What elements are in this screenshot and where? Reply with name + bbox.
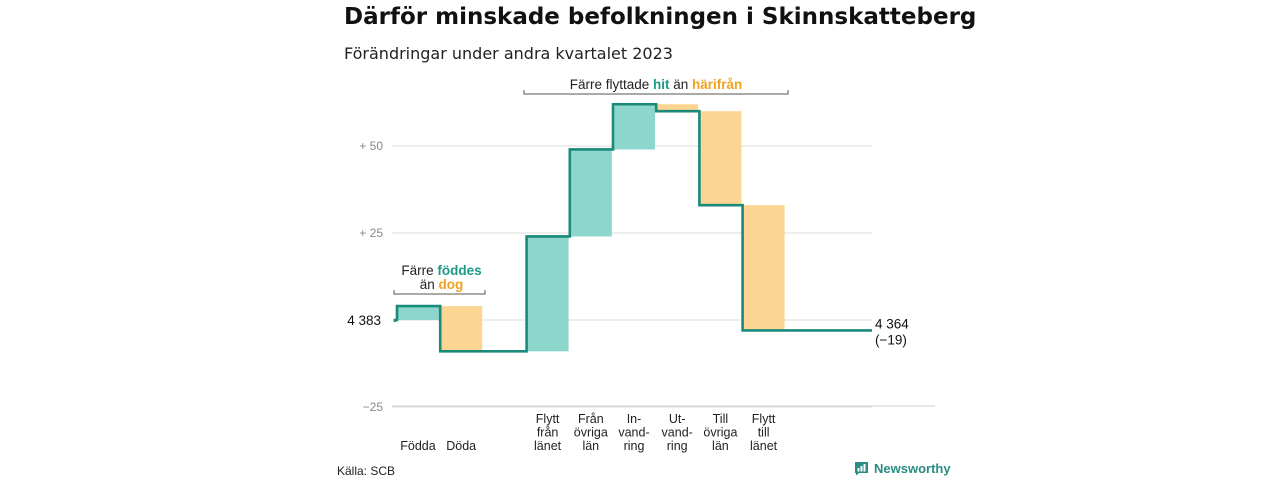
decrease-bar	[440, 306, 483, 352]
x-category-label: Döda	[446, 439, 476, 453]
decrease-bar	[742, 205, 785, 331]
x-category-label: län	[712, 439, 729, 453]
decrease-bar	[699, 111, 742, 206]
source-note: Källa: SCB	[337, 464, 396, 478]
brand-name: Newsworthy	[874, 461, 951, 476]
x-category-label: vand-	[618, 426, 649, 440]
x-category-label: ring	[624, 439, 645, 453]
y-tick-label: −25	[363, 400, 384, 414]
newsworthy-logo-icon	[855, 462, 868, 476]
increase-bar	[569, 149, 612, 237]
annotation-bracket	[393, 290, 486, 295]
x-category-label: Till	[713, 412, 729, 426]
x-category-label: länet	[750, 439, 778, 453]
chart-subtitle: Förändringar under andra kvartalet 2023	[344, 44, 673, 63]
x-category-label: övriga	[703, 426, 737, 440]
x-category-label: Flytt	[752, 412, 776, 426]
annotation-births-line1: Färre föddes	[401, 263, 481, 278]
x-category-label: länet	[534, 439, 562, 453]
x-category-label: Ut-	[669, 412, 686, 426]
x-category-label: Från	[578, 412, 604, 426]
x-category-label: In-	[627, 412, 642, 426]
end-change-label: (−19)	[875, 332, 907, 347]
x-category-label: till	[758, 426, 770, 440]
x-category-label: Flytt	[536, 412, 560, 426]
increase-bar	[397, 306, 439, 320]
y-tick-label: + 50	[359, 139, 383, 153]
cumulative-step-line	[393, 102, 872, 353]
x-category-label: vand-	[662, 426, 693, 440]
end-value-label: 4 364	[875, 316, 909, 331]
x-category-label: från	[537, 426, 559, 440]
x-category-label: övriga	[574, 426, 608, 440]
brand-logo: Newsworthy	[854, 461, 951, 476]
annotation-bracket	[523, 90, 789, 95]
annotation-births-line2: än dog	[420, 277, 464, 292]
x-category-label: Födda	[400, 439, 435, 453]
y-tick-label: + 25	[359, 226, 383, 240]
increase-bar	[613, 104, 655, 150]
increase-bar	[526, 236, 569, 352]
start-value-label: 4 383	[347, 313, 381, 328]
annotation-migration: Färre flyttade hit än härifrån	[570, 77, 743, 92]
chart-title: Därför minskade befolkningen i Skinnskat…	[344, 4, 977, 30]
x-category-label: län	[582, 439, 599, 453]
x-category-label: ring	[667, 439, 688, 453]
decrease-bar	[656, 104, 699, 112]
